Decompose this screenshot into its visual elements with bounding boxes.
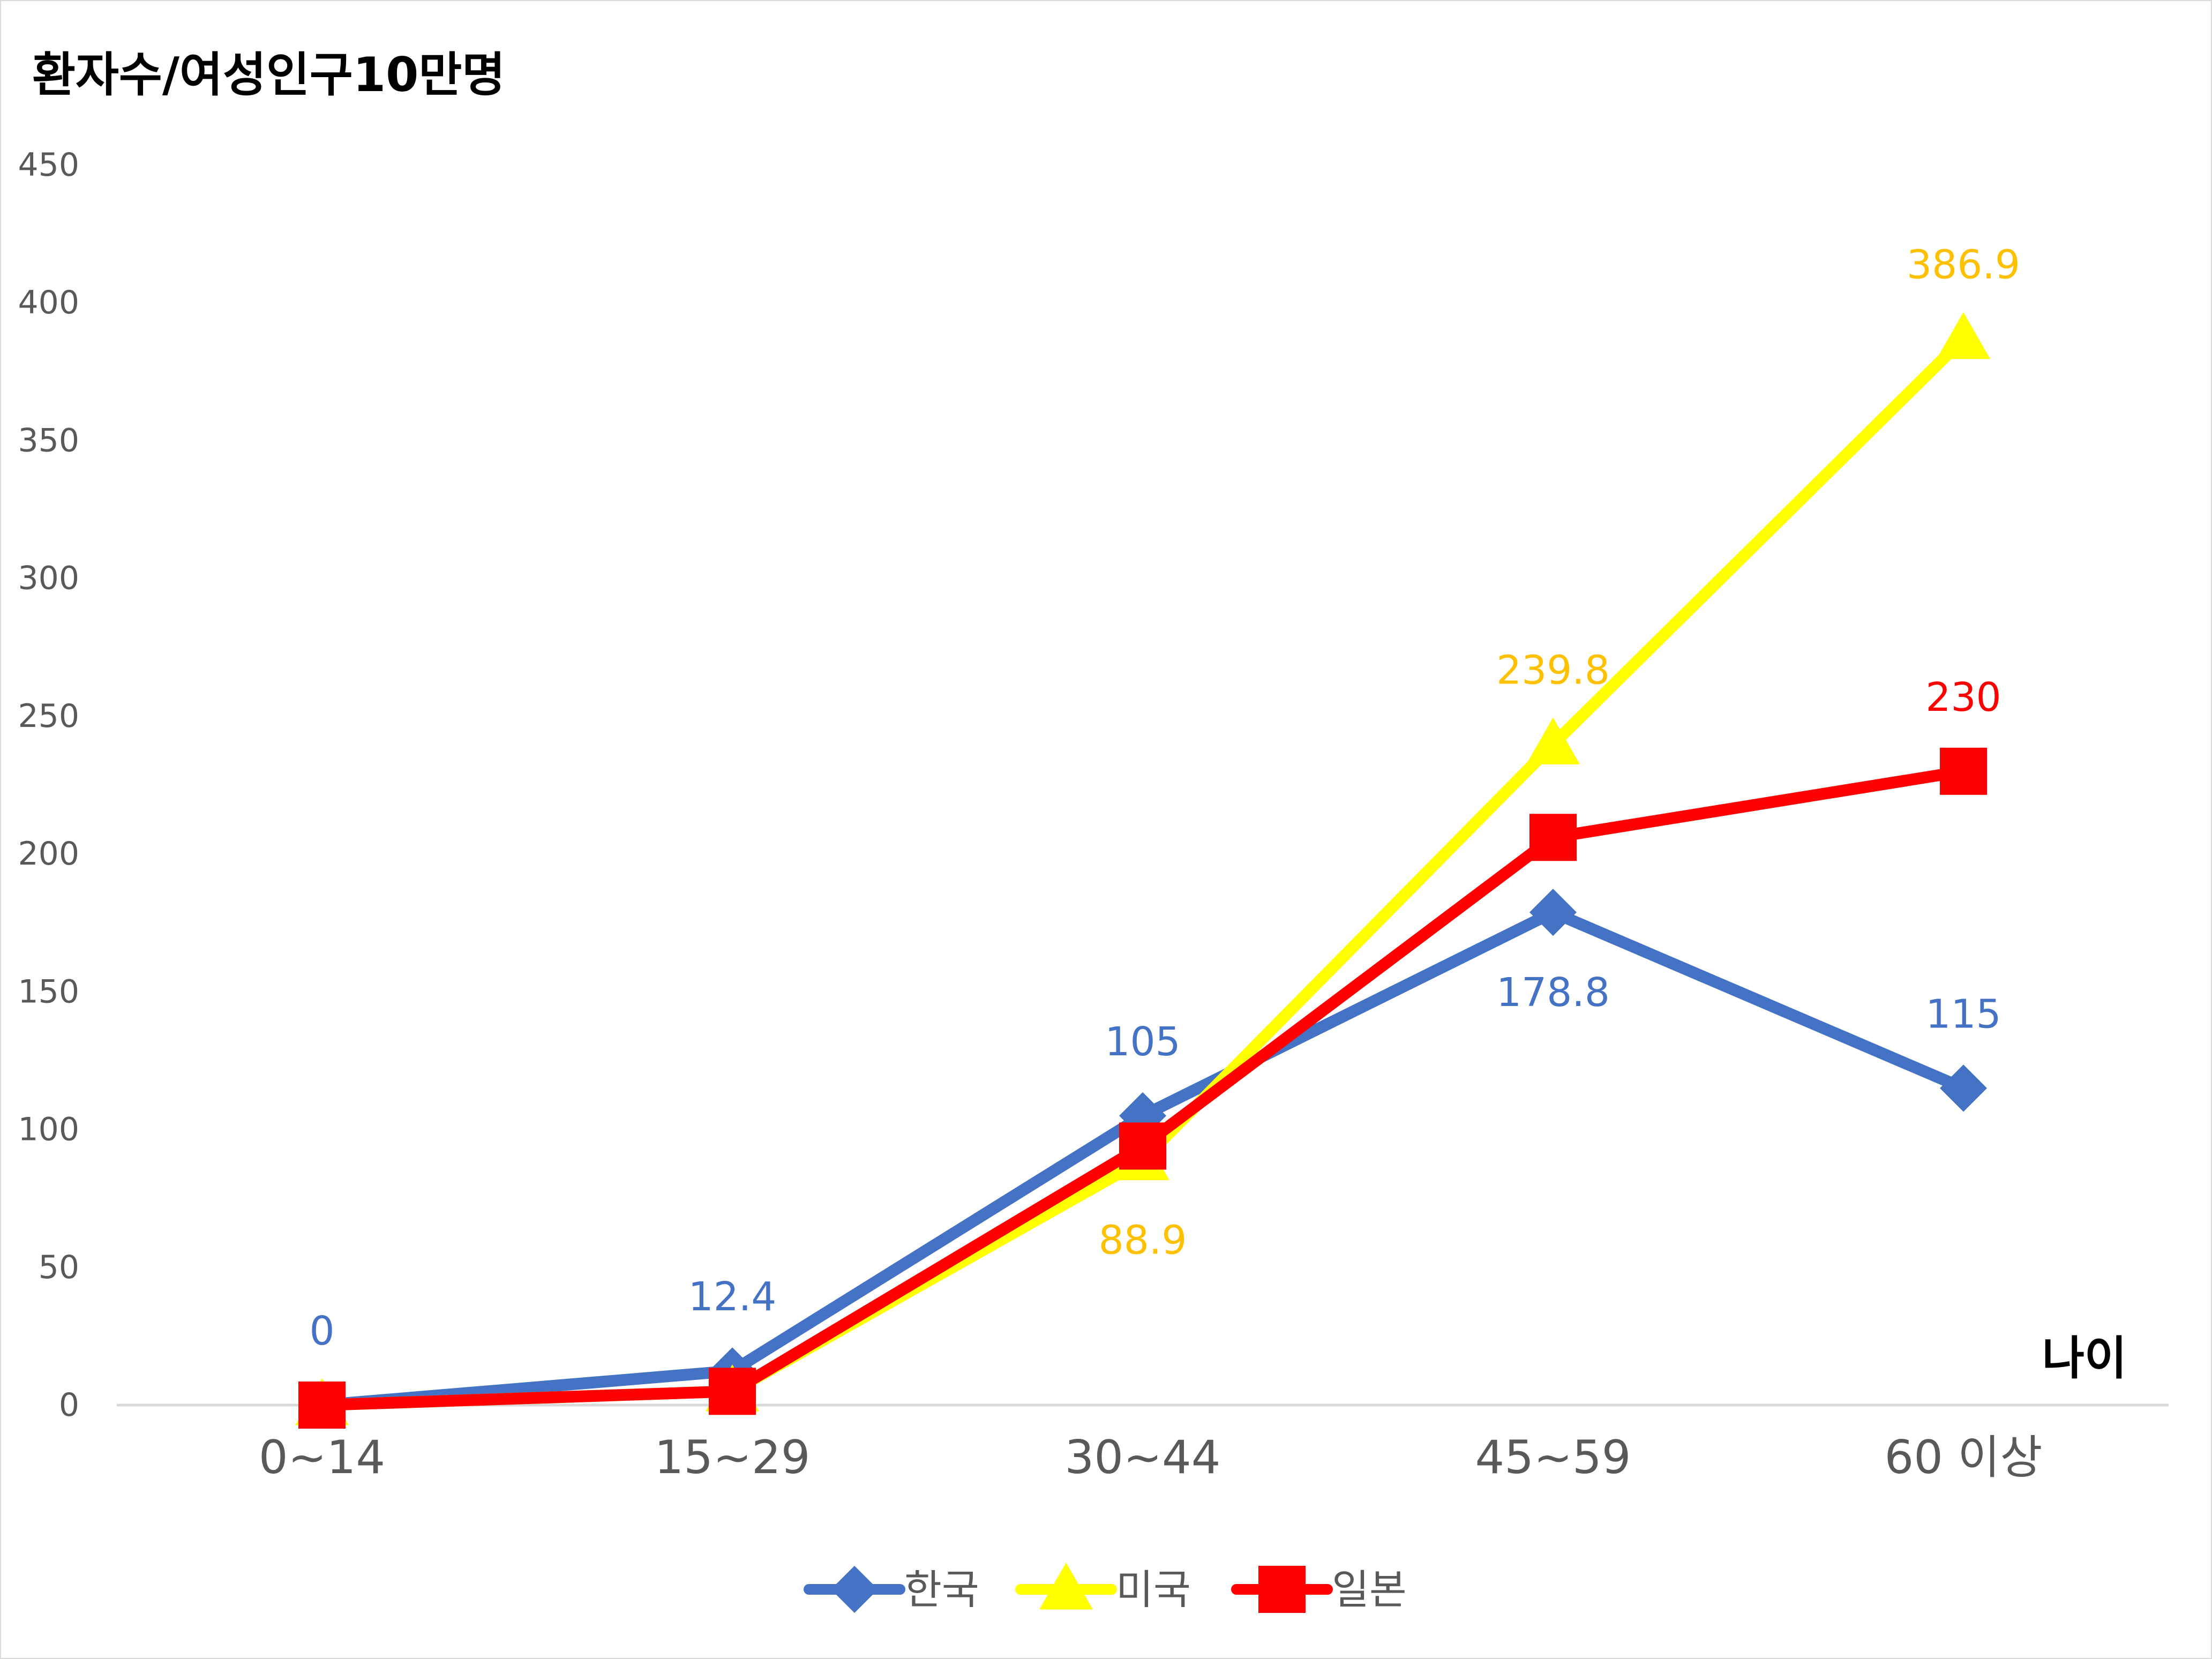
- y-tick-label-3: 150: [18, 973, 79, 1010]
- y-tick-label-1: 50: [39, 1249, 79, 1286]
- series-1-point-4: [1937, 312, 1990, 359]
- data-label-s1-4: 386.9: [1907, 242, 2020, 288]
- y-tick-label-7: 350: [18, 422, 79, 459]
- data-label-s0-3: 178.8: [1496, 970, 1610, 1016]
- data-label-s2-4: 230: [1925, 674, 2001, 720]
- x-category-label-4: 60 이상: [1884, 1431, 2042, 1484]
- data-labels: 0 12.4 105 178.8 115 88.9 239.8 386.9 230: [309, 242, 2020, 1354]
- data-label-s0-1: 12.4: [688, 1274, 777, 1320]
- series-2-point-1: [709, 1368, 756, 1415]
- x-category-label-0: 0~14: [259, 1431, 385, 1484]
- series-2-point-4: [1940, 747, 1987, 795]
- series-2-point-3: [1529, 814, 1577, 861]
- y-tick-label-6: 300: [18, 560, 79, 597]
- series-markers: [295, 312, 1990, 1429]
- legend-marker-2: [1258, 1566, 1306, 1613]
- y-tick-label-9: 450: [18, 146, 79, 184]
- data-label-s1-3: 239.8: [1496, 647, 1610, 693]
- data-label-s0-0: 0: [309, 1308, 334, 1354]
- legend: 한국 미국 일본: [804, 1563, 1407, 1613]
- series-0-point-3: [1529, 889, 1577, 936]
- x-axis-categories: 0~14 15~29 30~44 45~59 60 이상: [259, 1431, 2043, 1484]
- legend-marker-1: [1039, 1563, 1093, 1610]
- x-category-label-3: 45~59: [1475, 1431, 1631, 1484]
- y-axis-ticks: 0 50 100 150 200 250 300 350 400 450: [18, 146, 79, 1424]
- series-1-point-3: [1526, 717, 1580, 764]
- y-tick-label-4: 200: [18, 835, 79, 873]
- series-2-point-2: [1119, 1122, 1166, 1170]
- x-axis-title: 나이: [2042, 1332, 2127, 1385]
- y-tick-label-8: 400: [18, 284, 79, 321]
- legend-label-0: 한국: [904, 1566, 979, 1613]
- data-label-s1-2: 88.9: [1099, 1218, 1187, 1264]
- y-tick-label-2: 100: [18, 1111, 79, 1148]
- series-line-2: [316, 765, 1969, 1411]
- y-tick-label-5: 250: [18, 697, 79, 735]
- data-label-s0-4: 115: [1925, 991, 2001, 1037]
- series-0-point-4: [1940, 1064, 1987, 1112]
- legend-label-2: 일본: [1332, 1566, 1407, 1613]
- y-axis-title: 환자수/여성인구10만명: [32, 47, 505, 102]
- data-label-s0-2: 105: [1105, 1019, 1180, 1065]
- y-tick-label-0: 0: [59, 1386, 79, 1424]
- x-category-label-1: 15~29: [655, 1431, 811, 1484]
- series-2-point-0: [298, 1382, 346, 1429]
- legend-marker-0: [831, 1566, 878, 1613]
- x-category-label-2: 30~44: [1065, 1431, 1221, 1484]
- legend-label-1: 미국: [1116, 1566, 1191, 1613]
